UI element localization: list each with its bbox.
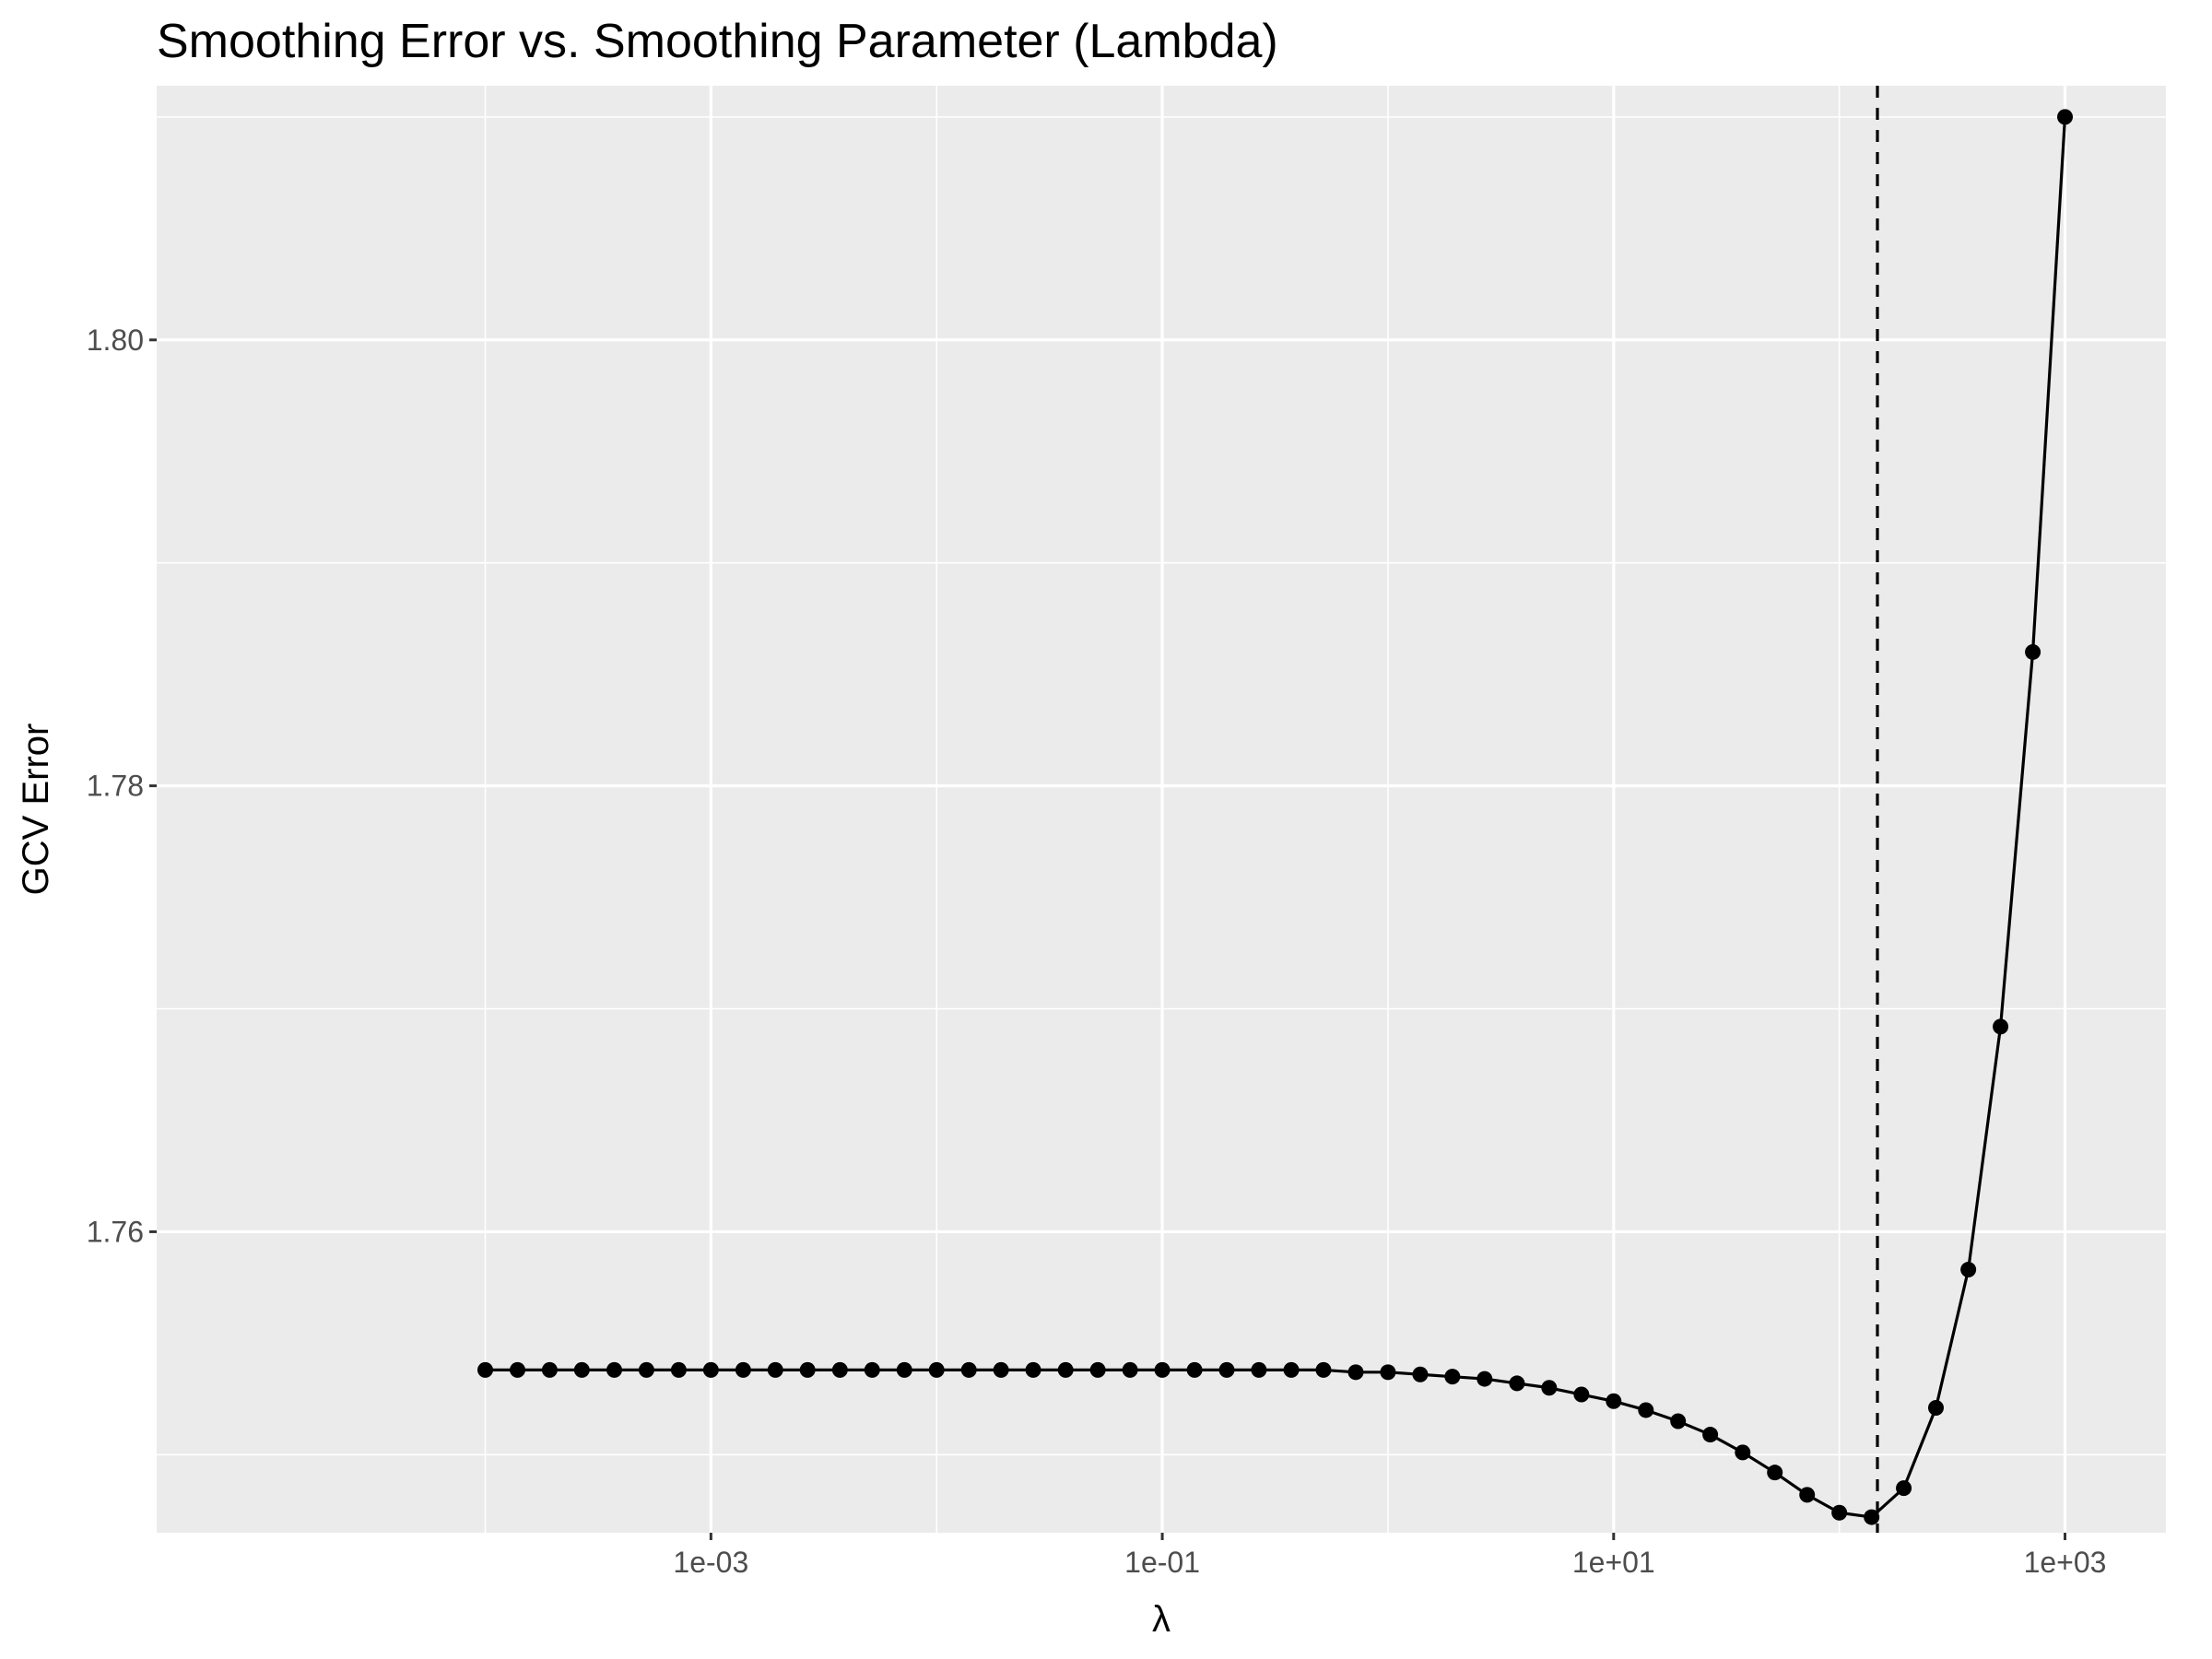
data-point (1477, 1371, 1493, 1387)
data-point (1927, 1400, 1944, 1417)
data-point (1509, 1375, 1525, 1392)
data-point (1283, 1361, 1300, 1378)
data-point (1831, 1504, 1848, 1521)
data-point (2057, 109, 2074, 125)
x-tick-label: 1e+01 (1572, 1546, 1655, 1579)
data-point (1412, 1366, 1429, 1382)
data-point (1896, 1480, 1912, 1497)
y-tick-label: 1.80 (87, 324, 144, 357)
data-point (1122, 1361, 1138, 1378)
data-point (1444, 1369, 1461, 1385)
chart-title: Smoothing Error vs. Smoothing Parameter … (157, 15, 1278, 68)
data-point (767, 1361, 783, 1378)
data-point (1089, 1361, 1106, 1378)
data-point (1251, 1361, 1267, 1378)
data-point (477, 1361, 493, 1378)
data-point (1057, 1361, 1074, 1378)
data-point (1218, 1361, 1235, 1378)
data-point (1347, 1364, 1364, 1381)
data-point (1767, 1465, 1783, 1481)
data-point (896, 1361, 912, 1378)
data-point (606, 1361, 622, 1378)
data-point (993, 1361, 1009, 1378)
data-point (702, 1361, 719, 1378)
data-point (541, 1361, 558, 1378)
data-point (510, 1361, 526, 1378)
data-point (1864, 1509, 1880, 1525)
y-axis: 1.76 1.78 1.80 (87, 324, 157, 1248)
data-points (477, 109, 2074, 1525)
data-point (928, 1361, 945, 1378)
data-point (638, 1361, 654, 1378)
major-gridlines (157, 86, 2166, 1533)
x-axis: 1e-03 1e-01 1e+01 1e+03 (673, 1533, 2106, 1579)
data-point (799, 1361, 816, 1378)
data-point (831, 1361, 848, 1378)
data-point (1606, 1393, 1622, 1409)
data-point (1702, 1427, 1719, 1443)
data-point (1315, 1361, 1332, 1378)
data-point (1573, 1386, 1590, 1403)
data-point (2025, 643, 2041, 660)
data-point (1993, 1018, 2009, 1035)
data-point (670, 1361, 687, 1378)
data-point (1380, 1364, 1396, 1381)
data-point (735, 1361, 751, 1378)
data-point (1025, 1361, 1041, 1378)
data-point (1960, 1262, 1977, 1278)
x-axis-title: λ (1152, 1599, 1171, 1640)
data-point (864, 1361, 880, 1378)
data-point (1735, 1444, 1751, 1461)
data-point (1186, 1361, 1203, 1378)
data-point (1638, 1402, 1654, 1418)
data-point (960, 1361, 977, 1378)
x-tick-label: 1e-01 (1124, 1546, 1200, 1579)
y-axis-title: GCV Error (16, 724, 56, 896)
data-point (1670, 1413, 1687, 1430)
data-point (1541, 1380, 1558, 1396)
data-point (1799, 1487, 1816, 1503)
x-tick-label: 1e+03 (2024, 1546, 2107, 1579)
data-point (573, 1361, 590, 1378)
data-point (1154, 1361, 1171, 1378)
y-tick-label: 1.76 (87, 1215, 144, 1248)
x-tick-label: 1e-03 (673, 1546, 748, 1579)
y-tick-label: 1.78 (87, 770, 144, 803)
